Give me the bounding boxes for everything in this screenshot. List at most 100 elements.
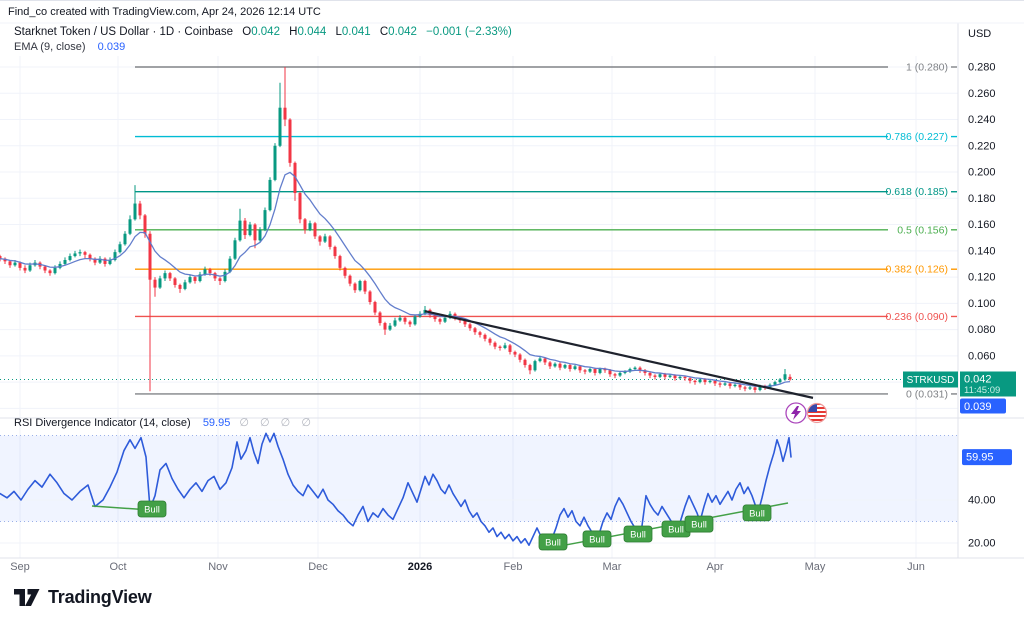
fib-label: 0.618 (0.185) (886, 186, 948, 198)
ema-badge-value: 0.039 (964, 401, 992, 413)
tradingview-logo[interactable]: TradingView (14, 587, 152, 608)
candle-body (158, 278, 162, 288)
candle-body (303, 219, 307, 230)
candle-body (578, 366, 582, 371)
candle-body (13, 262, 17, 266)
bull-badge[interactable] (137, 500, 167, 518)
time-axis-label: Sep (10, 561, 30, 573)
candle-body (613, 374, 617, 376)
rsi-tick-label: 40.00 (968, 495, 996, 507)
candle-body (83, 252, 87, 255)
price-badge-value: 0.042 (964, 373, 992, 385)
candle-body (783, 374, 787, 380)
ema-value: 0.039 (97, 41, 126, 53)
candle-body (603, 368, 607, 371)
bull-badge-text: Bull (668, 525, 684, 536)
candle-body (68, 256, 72, 261)
candle-body (493, 342, 497, 347)
bull-badge[interactable] (684, 515, 714, 533)
price-tick-label: 0.240 (968, 114, 996, 126)
candle-body (118, 244, 122, 253)
bull-badge[interactable] (742, 504, 772, 522)
time-axis-label: Feb (504, 561, 523, 573)
candle-body (43, 266, 47, 271)
flag-stripe (807, 419, 827, 421)
price-tick-label: 0.060 (968, 350, 996, 362)
ohlc-l-value: 0.041 (341, 26, 371, 38)
fib-label: 0.236 (0.090) (886, 311, 948, 323)
bull-badge[interactable] (582, 530, 612, 548)
candle-body (573, 366, 577, 369)
time-axis-label: Dec (308, 561, 328, 573)
candle-body (183, 282, 187, 289)
candle-body (653, 375, 657, 377)
rsi-value-badge[interactable] (962, 449, 1012, 466)
candle-body (133, 203, 137, 220)
ema-legend[interactable]: EMA (9, close) 0.039 (14, 41, 125, 53)
candle-body (8, 261, 12, 266)
fib-label: 1 (0.280) (906, 62, 948, 74)
candle-body (738, 384, 742, 388)
candle-body (268, 179, 272, 211)
candle-body (728, 383, 732, 387)
candle-body (403, 317, 407, 322)
symbol-title: Starknet Token / US Dollar · 1D · Coinba… (14, 26, 234, 38)
candle-body (18, 262, 22, 268)
candle-body (533, 361, 537, 371)
candle-body (593, 368, 597, 373)
ema-price-badge[interactable] (960, 398, 1006, 414)
candle-body (143, 215, 147, 234)
candle-body (93, 258, 97, 263)
symbol-flag-text: STRKUSD (907, 375, 955, 386)
candle-body (673, 375, 677, 379)
rsi-line (0, 432, 792, 551)
price-badge-countdown: 11:45:09 (964, 385, 1000, 396)
trendline[interactable] (424, 310, 814, 399)
candle-body (498, 346, 502, 348)
candle-body (163, 273, 167, 279)
symbol-legend[interactable]: Starknet Token / US Dollar · 1D · Coinba… (14, 26, 512, 38)
candle-body (623, 371, 627, 373)
candle-body (648, 372, 652, 376)
us-flag-event-icon[interactable] (806, 402, 828, 424)
candle-body (548, 362, 552, 367)
candle-body (263, 210, 267, 230)
candle-body (58, 263, 62, 268)
price-tick-label: 0.220 (968, 140, 996, 152)
candle-body (88, 254, 92, 259)
candle-body (528, 365, 532, 371)
change-value: −0.001 (−2.33%) (426, 26, 512, 38)
time-axis-label: May (805, 561, 826, 573)
candle-body (198, 274, 202, 282)
price-badge[interactable] (960, 371, 1016, 397)
ohlc-l-label: L (335, 26, 342, 38)
rsi-indicator-legend[interactable]: RSI Divergence Indicator (14, close) 59.… (14, 416, 315, 429)
candle-body (243, 220, 247, 236)
candle-body (298, 193, 302, 220)
candle-body (23, 267, 27, 271)
symbol-flag-badge[interactable] (903, 371, 958, 388)
candle-body (48, 270, 52, 274)
rsi-indicator-label: RSI Divergence Indicator (14, close) (14, 417, 191, 429)
candle-body (618, 372, 622, 376)
candle-body (628, 368, 632, 372)
candle-body (323, 236, 327, 242)
bull-badge[interactable] (538, 533, 568, 551)
candle-body (353, 283, 357, 291)
candle-body (758, 386, 762, 390)
candle-body (168, 273, 172, 279)
candle-body (468, 324, 472, 329)
fib-label: 0 (0.031) (906, 388, 948, 400)
candle-body (733, 384, 737, 387)
price-tick-label: 0.120 (968, 272, 996, 284)
candle-body (138, 203, 142, 216)
candle-body (413, 316, 417, 325)
candle-body (773, 382, 777, 385)
candle-body (28, 265, 32, 271)
candle-body (238, 220, 242, 241)
bull-badge[interactable] (623, 525, 653, 543)
price-tick-label: 0.200 (968, 167, 996, 179)
candle-body (313, 223, 317, 237)
